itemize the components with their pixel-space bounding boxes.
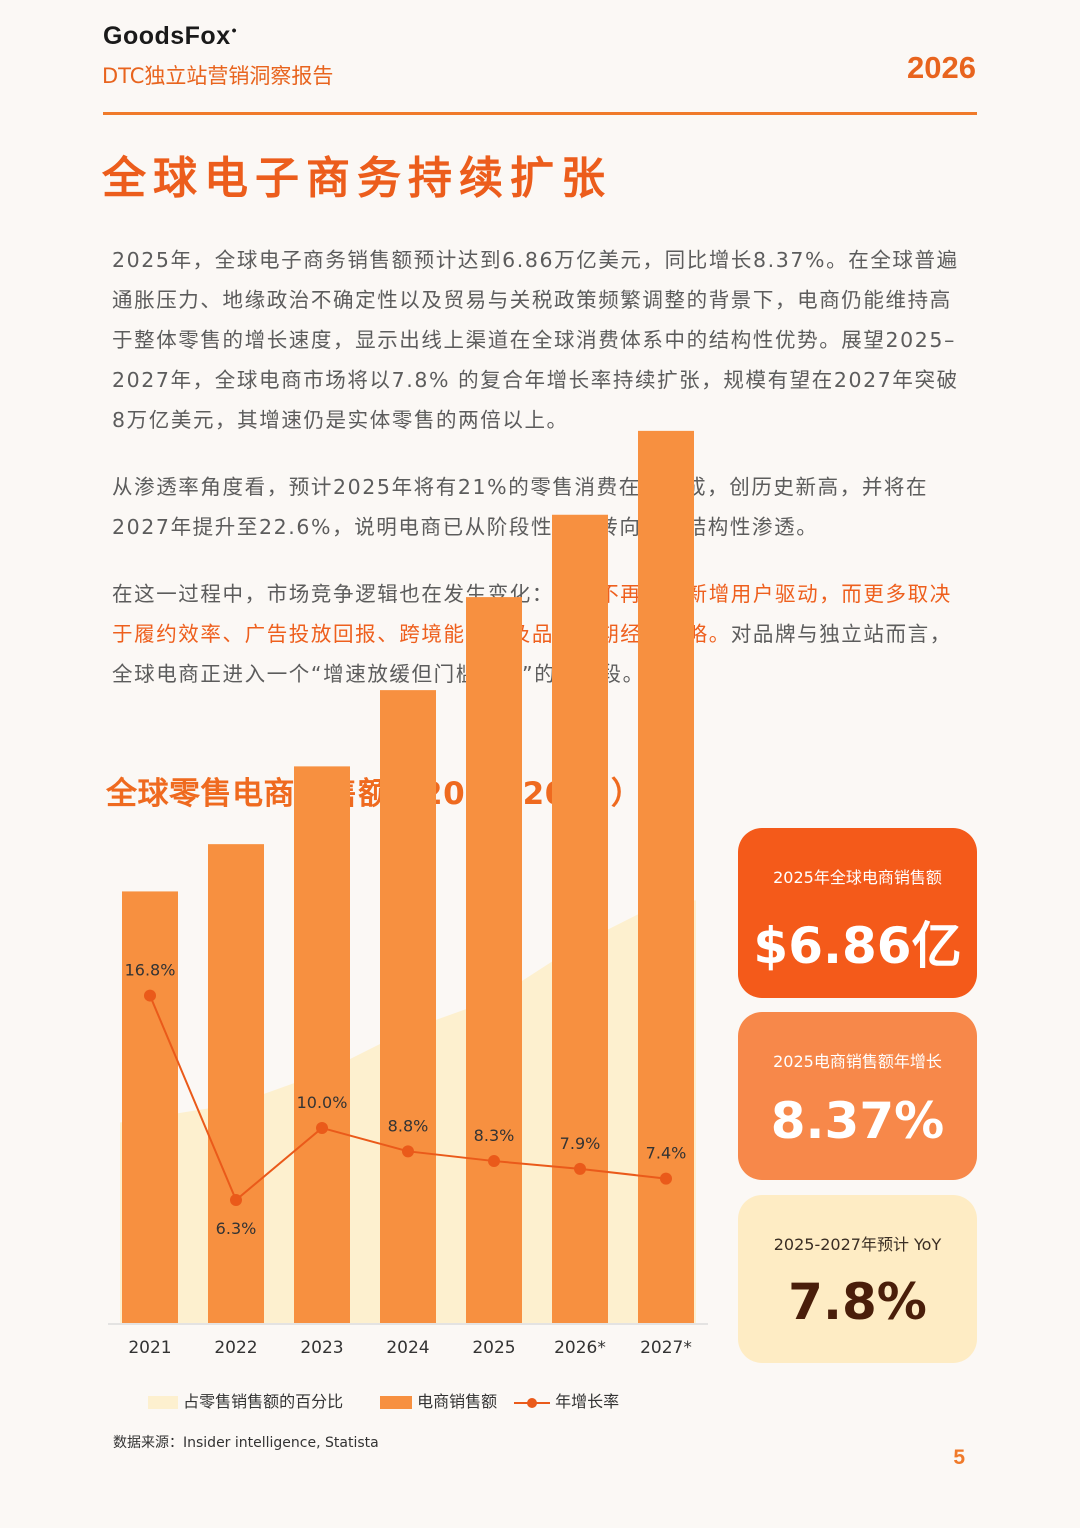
legend-item-area: 占零售销售额的百分比 — [148, 1388, 343, 1412]
legend-item-bar: 电商销售额 — [380, 1388, 497, 1412]
legend-label-area: 占零售销售额的百分比 — [183, 1392, 344, 1411]
growth-point — [144, 989, 156, 1002]
growth-point — [316, 1121, 328, 1134]
report-year: 2026 — [907, 50, 976, 85]
legend-label-line: 年增长率 — [555, 1392, 620, 1411]
sales-bar — [122, 891, 178, 1323]
sales-bar — [380, 690, 436, 1323]
growth-point — [574, 1162, 586, 1175]
paragraph-1: 2025年，全球电子商务销售额预计达到6.86万亿美元，同比增长8.37%。在全… — [112, 248, 959, 432]
growth-point — [230, 1194, 242, 1206]
stat-label-growth: 2025电商销售额年增长 — [773, 1052, 942, 1071]
sales-bar — [208, 844, 264, 1323]
stat-card-yoy: 2025-2027年预计 YoY 7.8% — [738, 1195, 977, 1363]
growth-label: 7.9% — [560, 1134, 601, 1153]
sales-bar — [552, 514, 608, 1323]
growth-point — [488, 1155, 500, 1168]
growth-label: 8.8% — [388, 1116, 429, 1135]
stat-label-sales: 2025年全球电商销售额 — [773, 868, 942, 887]
logo: GoodsFox• — [103, 22, 238, 50]
legend-label-bar: 电商销售额 — [417, 1392, 498, 1411]
report-subtitle: DTC独立站营销洞察报告 — [102, 64, 334, 88]
legend-swatch-line — [514, 1397, 550, 1408]
page-number: 5 — [953, 1446, 965, 1469]
header-divider — [103, 112, 977, 115]
sales-bar — [294, 766, 350, 1323]
growth-label: 10.0% — [297, 1093, 348, 1112]
stat-value-yoy: 7.8% — [788, 1273, 927, 1331]
legend-swatch-bar — [380, 1396, 412, 1409]
x-tick-label: 2021 — [128, 1338, 171, 1358]
x-tick-label: 2025 — [472, 1338, 515, 1358]
page-title: 全球电子商务持续扩张 — [102, 153, 612, 204]
growth-label: 16.8% — [125, 961, 176, 980]
x-tick-label: 2027* — [640, 1338, 692, 1358]
x-tick-label: 2022 — [214, 1338, 257, 1358]
stat-value-growth: 8.37% — [770, 1092, 945, 1150]
stat-card-growth: 2025电商销售额年增长 8.37% — [738, 1012, 977, 1180]
paragraph-2: 从渗透率角度看，预计2025年将有21%的零售消费在线完成，创历史新高，并将在2… — [112, 475, 929, 539]
x-tick-label: 2023 — [300, 1338, 343, 1358]
legend-item-line: 年增长率 — [514, 1388, 619, 1412]
growth-label: 8.3% — [474, 1126, 515, 1145]
x-tick-label: 2026* — [554, 1338, 606, 1358]
paragraph-3-highlight: 增长不再仅由新增用户驱动，而更多取决于履约效率、广告投放回报、跨境能力以及品牌长… — [112, 582, 952, 646]
growth-label: 6.3% — [216, 1219, 257, 1238]
x-tick-label: 2024 — [386, 1338, 429, 1358]
growth-point — [660, 1172, 672, 1185]
growth-point — [402, 1145, 414, 1158]
growth-label: 7.4% — [646, 1144, 687, 1163]
stat-value-sales: $6.86亿 — [753, 917, 962, 975]
sales-bar — [466, 597, 522, 1323]
data-source: 数据来源：Insider intelligence, Statista — [113, 1435, 379, 1451]
stat-label-yoy: 2025-2027年预计 YoY — [773, 1235, 942, 1254]
stat-card-sales: 2025年全球电商销售额 $6.86亿 — [738, 828, 977, 998]
legend-swatch-area — [148, 1396, 178, 1409]
sales-bar — [638, 430, 694, 1323]
